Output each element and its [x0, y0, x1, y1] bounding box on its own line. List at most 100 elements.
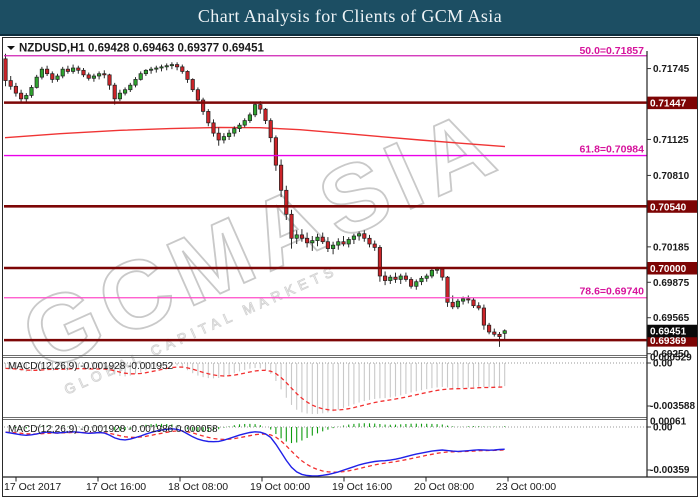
- candle-body: [221, 136, 226, 141]
- candle-body: [377, 247, 382, 277]
- sr-price-tag: 0.71447: [650, 99, 687, 110]
- candle-body: [487, 324, 492, 333]
- candle-body: [39, 68, 44, 78]
- candle-body: [461, 298, 466, 302]
- candle-body: [91, 75, 96, 79]
- candle-body: [29, 87, 34, 96]
- candle-body: [237, 124, 242, 129]
- candle-body: [190, 79, 195, 91]
- candle-body: [71, 67, 76, 72]
- candle-body: [133, 79, 138, 86]
- candle-body: [81, 69, 86, 76]
- candle-body: [466, 298, 471, 301]
- current-price-tag: 0.69451: [650, 327, 687, 338]
- quote-header: NZDUSD,H1 0.69428 0.69463 0.69377 0.6945…: [19, 43, 264, 55]
- candle-body: [273, 137, 278, 166]
- candle-body: [185, 71, 190, 80]
- candle-body: [13, 85, 18, 94]
- indicator-tick-label: 0.00: [653, 359, 673, 370]
- candle-body: [138, 73, 143, 80]
- indicator-tick-label: -0.00359: [650, 465, 690, 476]
- candle-body: [268, 120, 273, 139]
- sr-price-tag: 0.70000: [650, 264, 687, 275]
- candle-body: [24, 95, 29, 100]
- signal-line: [5, 430, 505, 473]
- indicator-tick-label: 0.00061: [650, 417, 687, 428]
- time-label: 19 Oct 00:00: [250, 481, 310, 493]
- price-tick-label: 0.69875: [653, 278, 690, 289]
- candle-body: [19, 92, 24, 100]
- candle-body: [60, 68, 65, 77]
- candle-body: [403, 275, 408, 280]
- candles: [3, 53, 507, 347]
- fib-label-78.6: 78.6=0.69740: [579, 286, 644, 298]
- candle-body: [414, 281, 419, 287]
- candle-body: [299, 234, 304, 239]
- candle-body: [211, 122, 216, 134]
- candle-body: [263, 108, 268, 121]
- candle-body: [180, 66, 185, 72]
- candle-body: [409, 279, 414, 287]
- candle-body: [393, 276, 398, 280]
- indicator-tick-label: 0.000529: [650, 353, 692, 364]
- candle-body: [247, 114, 252, 121]
- candle-body: [201, 99, 206, 112]
- indicator-tick-label: -0.003588: [650, 401, 695, 412]
- price-tick-label: 0.71745: [653, 64, 690, 75]
- price-tick-label: 0.69250: [653, 349, 690, 360]
- candle-body: [8, 80, 13, 87]
- time-label: 17 Oct 16:00: [86, 481, 146, 493]
- symbol-marker-icon[interactable]: [7, 46, 15, 50]
- candle-body: [123, 89, 128, 94]
- candle-body: [86, 74, 91, 79]
- candle-body: [169, 64, 174, 67]
- candle-body: [102, 73, 107, 76]
- candle-body: [450, 301, 455, 308]
- candle-body: [232, 128, 237, 134]
- candle-body: [357, 233, 362, 237]
- candle-body: [372, 243, 377, 248]
- candle-body: [253, 104, 258, 116]
- candle-body: [149, 68, 154, 71]
- widget-border: [2, 37, 698, 497]
- candle-body: [367, 237, 372, 245]
- candle-body: [341, 241, 346, 245]
- candle-body: [195, 89, 200, 101]
- candle-body: [143, 69, 148, 75]
- time-label: 17 Oct 2017: [4, 481, 61, 493]
- macd-window-1: [4, 362, 647, 415]
- candle-body: [440, 268, 445, 278]
- price-tick-label: 0.70185: [653, 242, 690, 253]
- candle-body: [471, 299, 476, 307]
- candle-body: [258, 104, 263, 110]
- title-bar: Chart Analysis for Clients of GCM Asia: [0, 0, 700, 36]
- candle-body: [383, 275, 388, 281]
- sr-price-tag-bg: [647, 261, 698, 275]
- macd-line: [5, 428, 505, 477]
- candle-body: [45, 68, 50, 75]
- candle-body: [117, 92, 122, 100]
- candle-body: [154, 67, 159, 70]
- candle-body: [128, 84, 133, 91]
- fib-label-61.8: 61.8=0.70984: [579, 144, 644, 156]
- candle-body: [107, 74, 112, 86]
- macd1-header: MACD(12,26,9) -0.001928 -0.001952: [8, 361, 174, 372]
- time-label: 19 Oct 16:00: [332, 481, 392, 493]
- candle-body: [227, 132, 232, 137]
- candle-body: [497, 333, 502, 337]
- price-tick-label: 0.71125: [653, 135, 689, 146]
- candle-body: [112, 84, 117, 100]
- candle-body: [310, 240, 315, 244]
- candle-body: [294, 234, 299, 239]
- candle-body: [242, 120, 247, 126]
- sr-price-tag-bg: [647, 200, 698, 213]
- candle-body: [502, 330, 507, 334]
- candle-body: [419, 277, 424, 283]
- indicator-tick-label: 0.00: [653, 423, 673, 434]
- candle-body: [164, 65, 169, 68]
- candle-body: [492, 331, 497, 335]
- candle-body: [305, 237, 310, 244]
- candle-body: [216, 132, 221, 141]
